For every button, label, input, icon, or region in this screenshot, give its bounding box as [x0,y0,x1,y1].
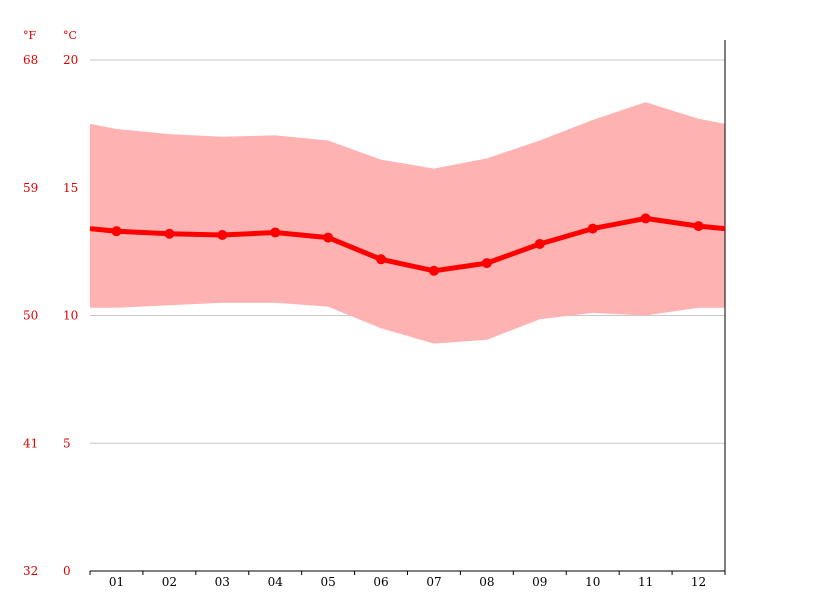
mean-temperature-line [89,215,726,274]
fahrenheit-tick-label: 68 [23,53,38,67]
mean-temperature-point [428,265,439,276]
mean-temperature-point [640,213,651,224]
min-max-range-band [90,102,725,344]
celsius-unit-label: °C [63,29,77,42]
mean-line-layer [89,213,726,276]
fahrenheit-tick-label: 50 [23,309,38,323]
month-tick-label: 07 [426,575,441,589]
month-tick-label: 06 [373,575,388,589]
mean-temperature-point [164,228,175,239]
range-band-layer [90,102,725,344]
fahrenheit-tick-label: 41 [23,436,38,450]
month-tick-label: 02 [162,575,177,589]
month-tick-label: 01 [109,575,124,589]
month-tick-label: 09 [532,575,547,589]
fahrenheit-unit-label: °F [23,29,37,42]
mean-temperature-point [111,226,122,237]
mean-temperature-point [270,227,281,238]
celsius-tick-label: 10 [63,309,78,323]
axis-labels: °F °C 0 32 5 41 10 50 15 59 20 68 01 02 03 04 05 06 07 08… [23,29,706,589]
axes [89,40,726,575]
celsius-tick-label: 15 [63,181,78,195]
celsius-tick-label: 0 [63,564,71,578]
fahrenheit-tick-label: 32 [23,564,38,578]
month-tick-label: 05 [320,575,335,589]
mean-temperature-point [217,230,228,241]
celsius-tick-label: 20 [63,53,78,67]
month-tick-label: 10 [585,575,600,589]
celsius-tick-label: 5 [63,436,71,450]
fahrenheit-tick-label: 59 [23,181,38,195]
mean-temperature-point [693,221,704,232]
mean-temperature-point [587,223,598,234]
month-tick-label: 12 [691,575,706,589]
mean-temperature-point [481,258,492,269]
mean-temperature-point [376,254,387,265]
mean-temperature-point [323,232,334,243]
month-tick-label: 11 [638,575,653,589]
mean-temperature-point [534,238,545,249]
month-tick-label: 08 [479,575,494,589]
month-tick-label: 04 [268,575,284,589]
month-tick-label: 03 [215,575,230,589]
